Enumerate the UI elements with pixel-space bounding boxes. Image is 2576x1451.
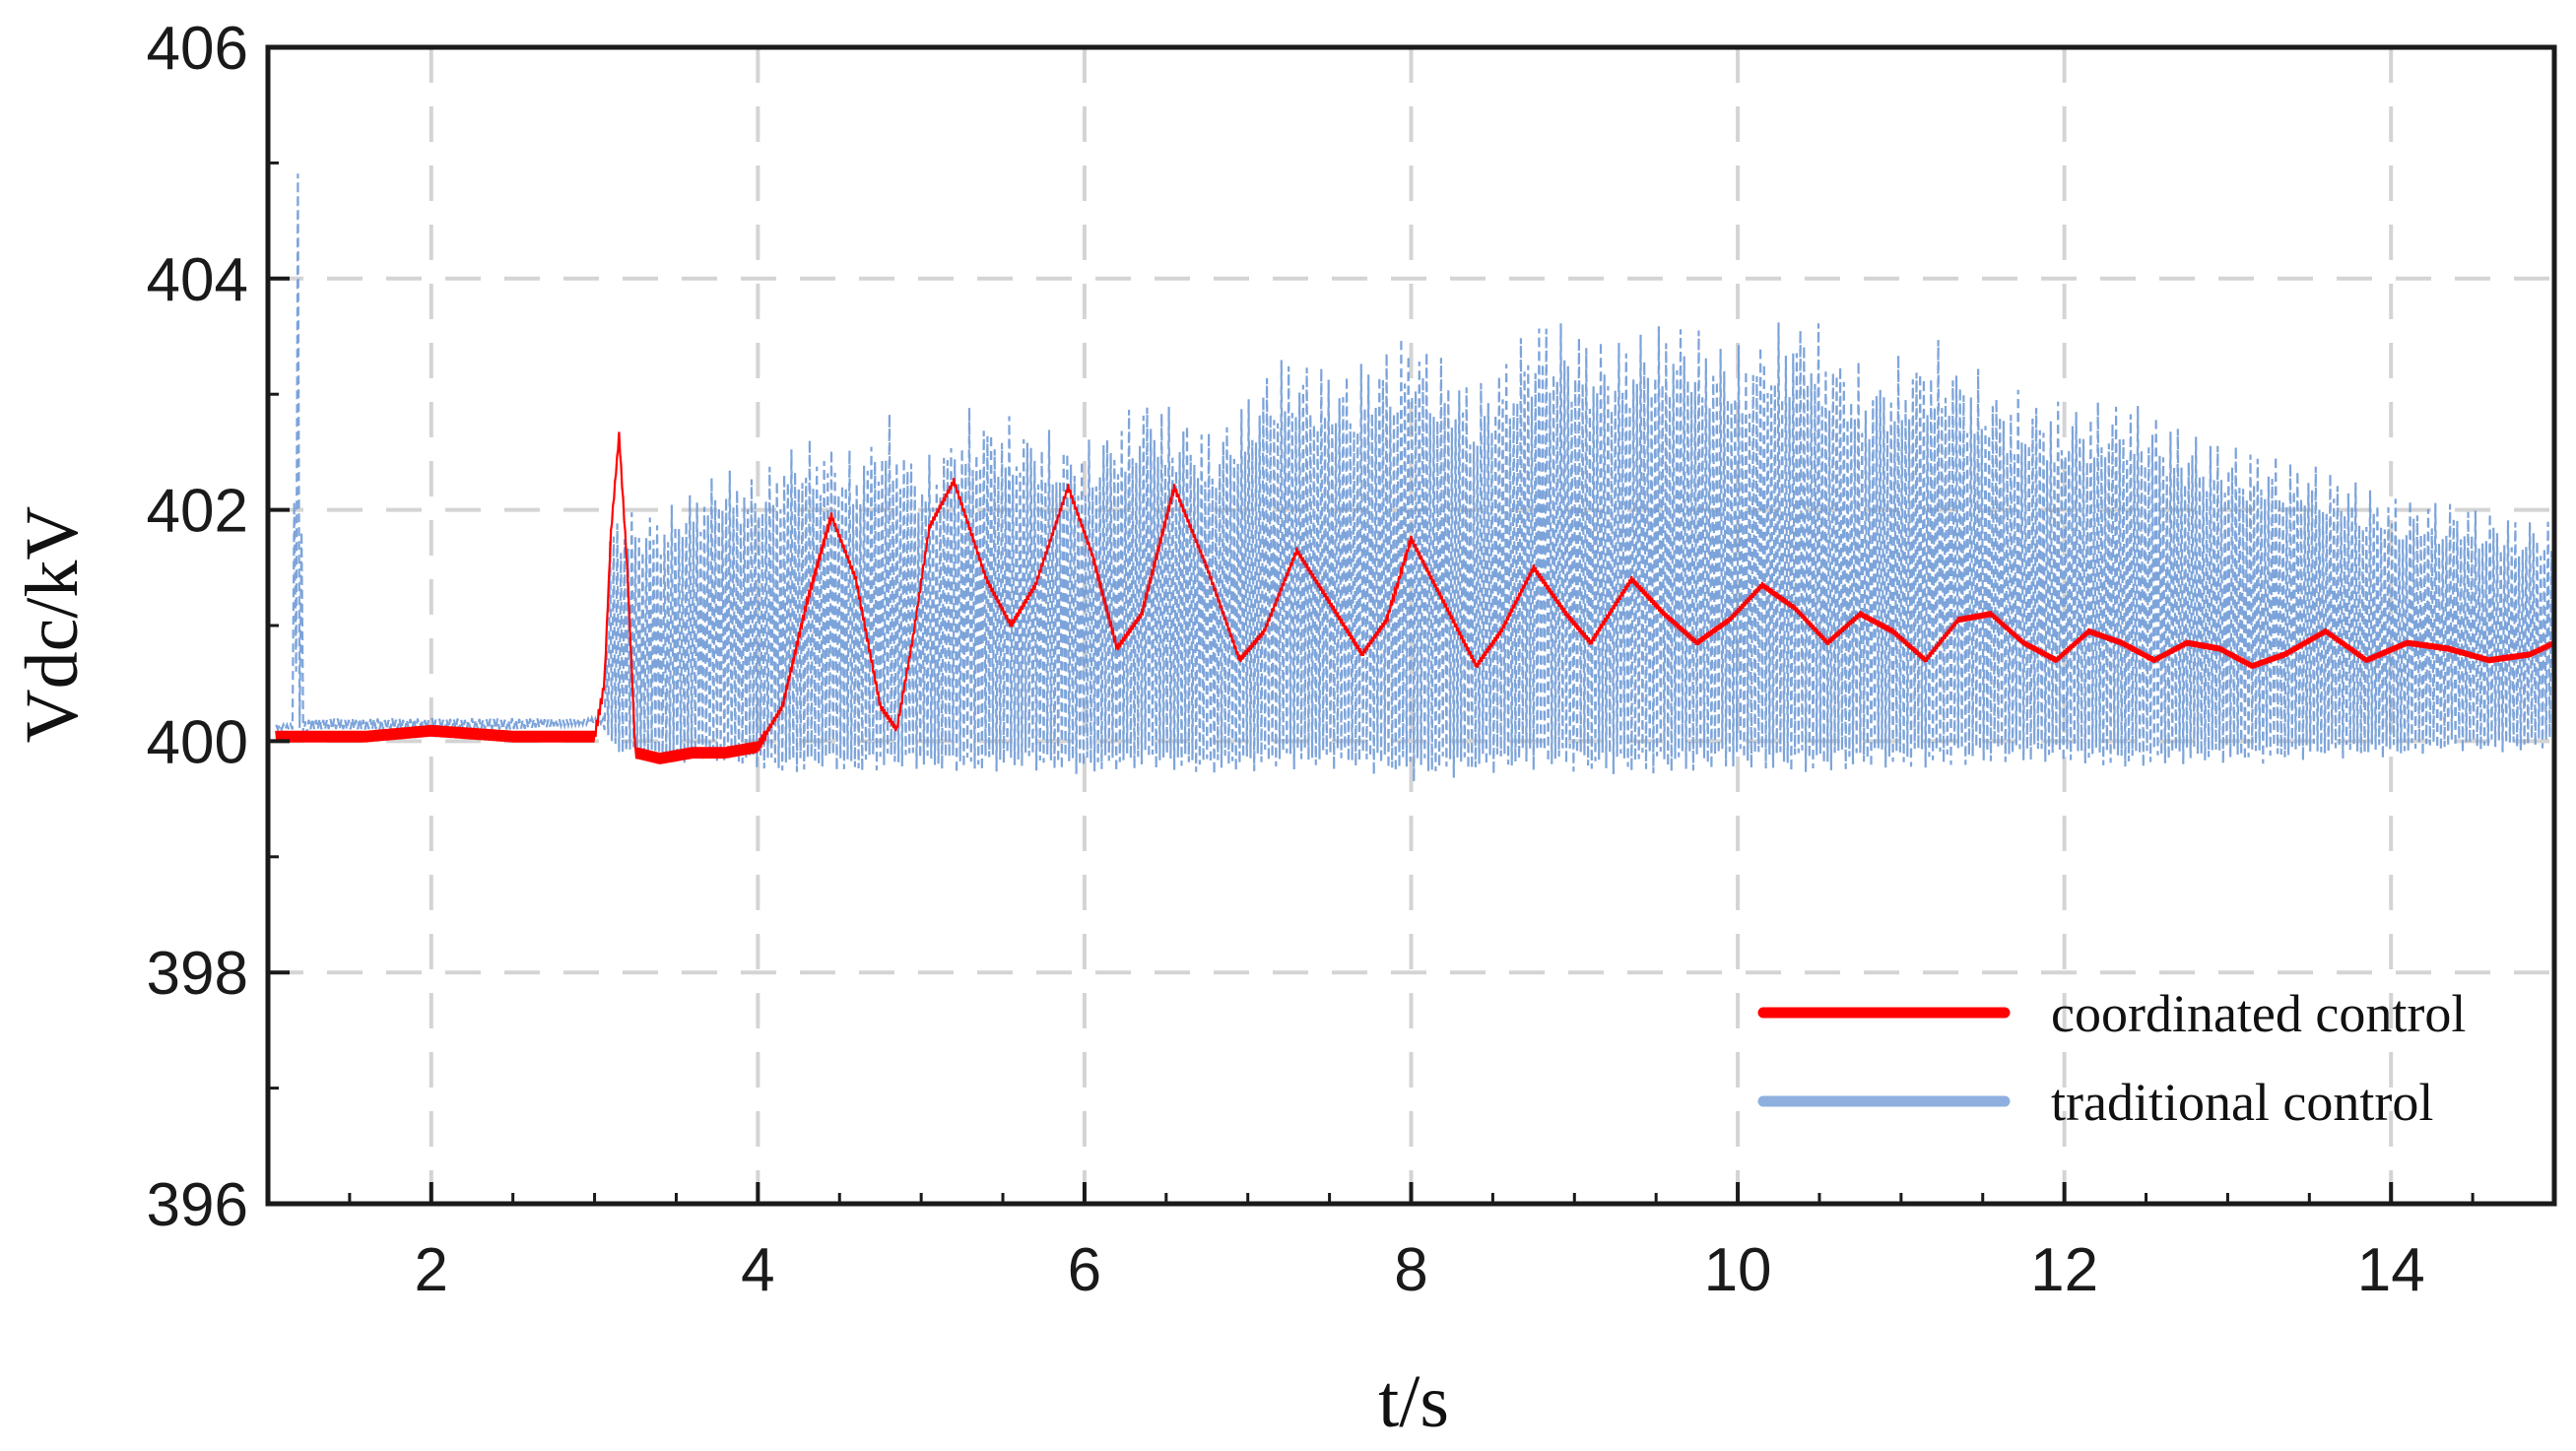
x-tick-label-2: 6	[1068, 1236, 1101, 1304]
legend: coordinated control traditional control	[1757, 984, 2466, 1132]
y-tick-label-4: 404	[147, 246, 248, 314]
y-tick-label-2: 400	[147, 708, 248, 776]
x-axis-title: t/s	[1378, 1360, 1449, 1443]
y-tick-label-1: 398	[147, 940, 248, 1008]
y-axis-title: Vdc/kV	[11, 506, 94, 744]
series-coordinated-control	[275, 431, 2556, 764]
x-tick-label-4: 10	[1704, 1236, 1772, 1304]
x-axis: 2 4 6 8 10 12 14	[266, 1182, 2556, 1304]
x-tick-label-3: 8	[1394, 1236, 1427, 1304]
x-tick-label-1: 4	[741, 1236, 774, 1304]
y-tick-label-3: 402	[147, 478, 248, 546]
traditional-control-line	[275, 173, 2555, 782]
legend-label-traditional: traditional control	[2051, 1073, 2433, 1132]
x-tick-label-0: 2	[415, 1236, 448, 1304]
y-tick-label-0: 396	[147, 1171, 248, 1239]
legend-label-coordinated: coordinated control	[2051, 984, 2466, 1043]
y-tick-label-5: 406	[147, 15, 248, 83]
x-tick-label-6: 14	[2357, 1236, 2425, 1304]
x-tick-label-5: 12	[2030, 1236, 2098, 1304]
coordinated-control-line	[275, 431, 2556, 764]
y-axis: 396 398 400 402 404 406	[147, 15, 290, 1239]
series-traditional-control	[275, 173, 2555, 782]
